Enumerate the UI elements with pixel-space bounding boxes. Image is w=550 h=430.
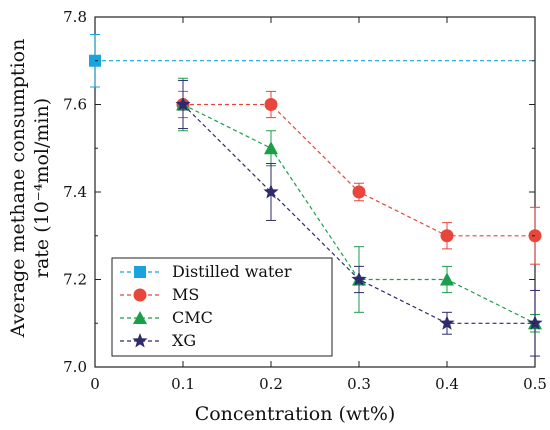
data-point <box>264 98 278 111</box>
data-point <box>175 96 191 111</box>
y-tick-label: 7.6 <box>63 96 87 114</box>
legend-marker <box>132 333 148 348</box>
legend-label: XG <box>172 331 196 350</box>
legend-entry: Distilled water <box>120 262 292 281</box>
x-axis-title: Concentration (wt%) <box>195 403 396 425</box>
data-point <box>264 141 278 155</box>
x-tick-label: 0.1 <box>171 375 195 393</box>
plot-area <box>89 16 543 368</box>
series-line <box>182 103 536 324</box>
y-axis-title-line2: rate (10⁻⁴mol/min) <box>31 98 53 278</box>
legend: Distilled water MS CMC XG <box>111 257 333 357</box>
legend-entry: MS <box>120 285 199 304</box>
legend-marker <box>133 311 147 324</box>
legend-marker <box>134 266 146 278</box>
data-point <box>351 271 367 286</box>
y-tick-label: 7.4 <box>63 183 87 201</box>
x-tick-label: 0 <box>90 375 100 393</box>
x-tick-label: 0.3 <box>347 375 371 393</box>
y-axis-ticks: 7.0 7.2 7.4 7.6 7.8 <box>63 8 535 376</box>
series-ms <box>176 90 542 265</box>
y-tick-label: 7.8 <box>63 8 87 26</box>
legend-label: MS <box>172 285 199 304</box>
legend-label: CMC <box>172 308 213 327</box>
y-tick-label: 7.0 <box>63 358 87 376</box>
x-tick-label: 0.4 <box>435 375 459 393</box>
legend-entry: XG <box>120 331 196 350</box>
data-point <box>439 315 455 330</box>
x-axis-ticks: 0 0.1 0.2 0.3 0.4 0.5 <box>90 17 547 393</box>
legend-label: Distilled water <box>172 262 292 281</box>
data-point <box>527 315 543 330</box>
series-line <box>183 103 535 237</box>
series-distilled-water <box>89 34 535 88</box>
y-axis-title-line1: Average methane consumption <box>7 39 29 339</box>
x-tick-label: 0.5 <box>523 375 547 393</box>
data-point <box>352 185 366 199</box>
data-point <box>440 229 454 243</box>
legend-box <box>111 257 333 357</box>
series-xg <box>175 79 543 357</box>
y-tick-label: 7.2 <box>63 271 87 289</box>
x-tick-label: 0.2 <box>259 375 283 393</box>
legend-entry: CMC <box>120 308 213 327</box>
data-point <box>263 184 279 199</box>
legend-marker <box>133 288 147 302</box>
data-point <box>440 272 454 286</box>
